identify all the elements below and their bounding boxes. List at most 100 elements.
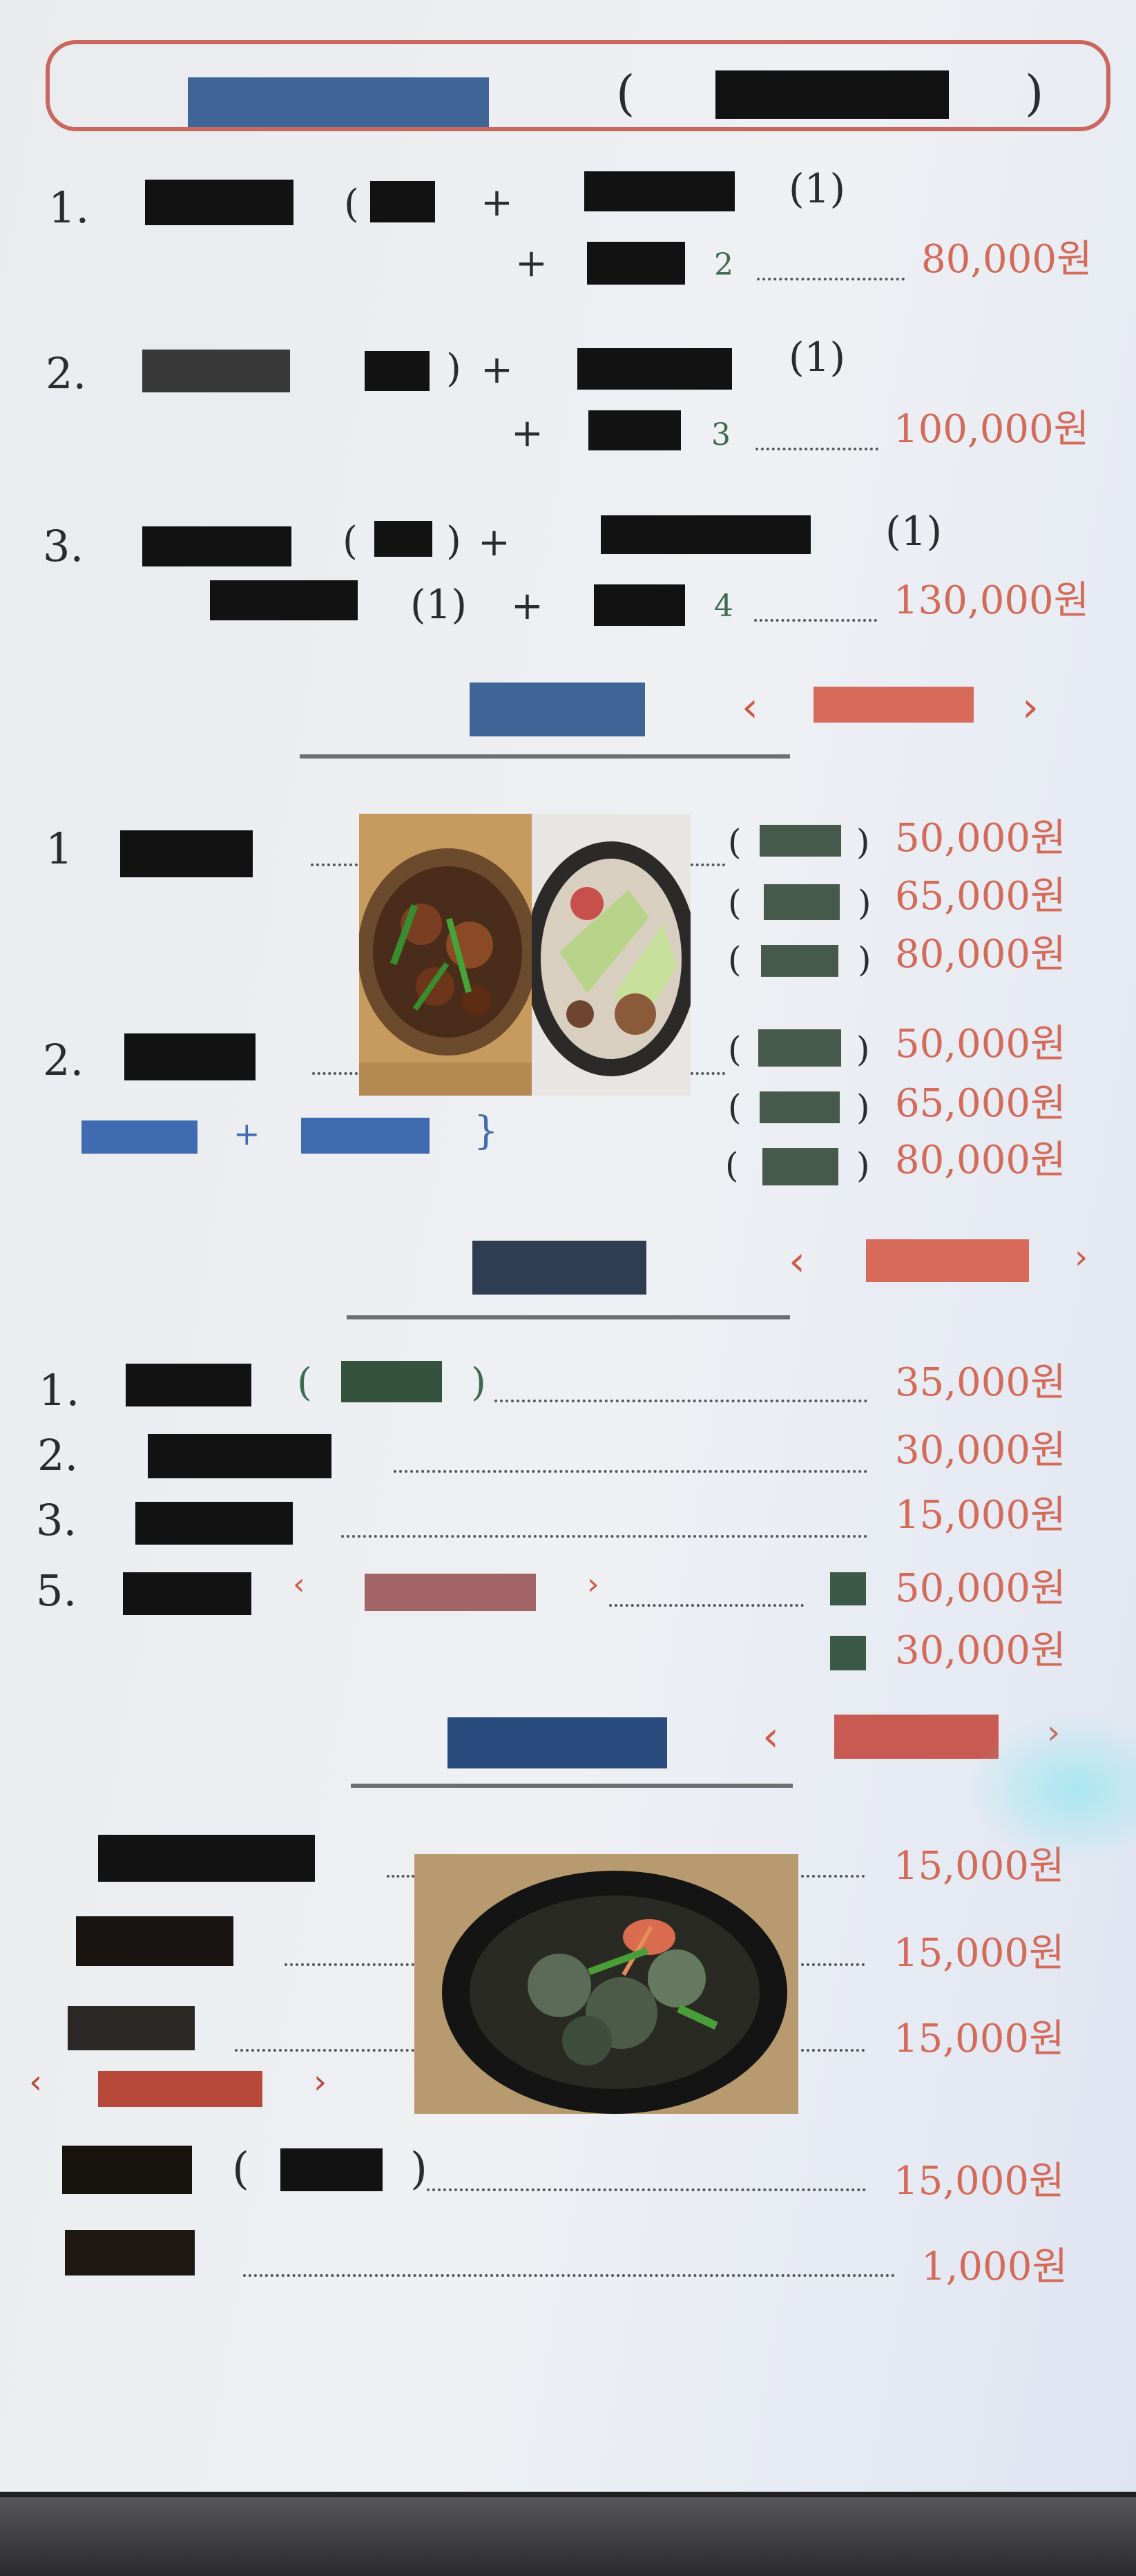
title-paren-close: ): [1025, 65, 1044, 122]
menu-holder-edge: [0, 2492, 1136, 2576]
note-plus: +: [233, 1115, 260, 1152]
leader-dots: [394, 1470, 867, 1473]
paren: (: [344, 182, 359, 227]
section-d-item-price: 15,000원: [894, 1931, 1065, 1976]
size-label: [758, 1029, 841, 1067]
plus-sign: +: [511, 584, 543, 629]
title-paren-open: (: [616, 65, 635, 122]
section-c-item-name: [135, 1502, 293, 1545]
section-d-item-name: [68, 2006, 195, 2050]
paren: ): [858, 883, 872, 923]
section-d-heading: [447, 1717, 667, 1768]
paren: ): [471, 1360, 486, 1405]
section-c-item-note: [365, 1574, 536, 1611]
leader-dots: [243, 2274, 895, 2277]
menu-title-redacted: [188, 77, 489, 127]
set-item-price: 130,000원: [894, 578, 1090, 623]
section-b-item-number: 1: [46, 823, 73, 874]
plus-sign: +: [478, 520, 510, 565]
set-item-name: [142, 526, 291, 566]
set-item-price: 80,000원: [921, 237, 1092, 282]
set-item-addon: [584, 171, 735, 211]
set-item-number: 3.: [43, 521, 84, 571]
paren: ): [410, 2144, 427, 2195]
set-item-side-main: [210, 580, 358, 620]
note-brace: }: [474, 1109, 499, 1154]
set-item-side: [594, 584, 685, 626]
size-label: [764, 884, 840, 920]
chevron-right-icon: ›: [314, 2063, 327, 2101]
leader-dots: [494, 1400, 867, 1402]
section-c-item-price: 50,000원: [895, 1566, 1066, 1611]
paren: ): [856, 1087, 870, 1127]
section-b-note-part: [81, 1120, 198, 1154]
section-c-item-price: 15,000원: [895, 1493, 1066, 1538]
section-d-item-price: 15,000원: [894, 2159, 1065, 2204]
leader-dots: [285, 1963, 414, 1966]
size-label: [761, 945, 838, 977]
chevron-left-icon: ‹: [762, 1712, 779, 1761]
set-item-price: 100,000원: [894, 407, 1090, 452]
chevron-left-icon: ‹: [293, 1567, 305, 1602]
size-label: [760, 825, 841, 857]
addon-count: (1): [789, 334, 846, 381]
size-label: [760, 1091, 840, 1123]
leader-dots: [801, 2049, 865, 2052]
set-item-side: [588, 410, 681, 450]
section-c-item-name: [148, 1434, 331, 1478]
section-c-item-price: 30,000원: [895, 1628, 1066, 1673]
size-marker: [830, 1636, 866, 1670]
section-b-heading: [470, 683, 645, 736]
leader-dots: [311, 864, 358, 866]
set-item-name: [145, 180, 293, 225]
set-item-detail: [374, 521, 432, 557]
size-marker: [830, 1572, 866, 1605]
leader-dots: [801, 1963, 865, 1966]
section-divider: [300, 754, 790, 759]
chevron-right-icon: ›: [1075, 1238, 1088, 1277]
section-c-heading: [472, 1241, 646, 1295]
light-glare: [967, 1713, 1136, 1865]
section-d-item-name: [76, 1916, 233, 1966]
paren: (: [343, 519, 358, 564]
section-c-item-number: 1.: [39, 1365, 80, 1415]
leader-dots: [755, 448, 878, 450]
paren: (: [728, 1087, 742, 1127]
paren: (: [728, 822, 742, 862]
section-d-item-name: [62, 2146, 192, 2194]
section-c-item-number: 5.: [36, 1565, 77, 1616]
leader-dots: [235, 2049, 414, 2052]
section-divider: [347, 1315, 790, 1319]
size-price: 50,000원: [895, 816, 1066, 861]
set-item-side: [587, 242, 685, 285]
paren: ): [856, 1029, 870, 1069]
side-main-count: (1): [410, 581, 468, 628]
set-item-detail: [365, 351, 430, 391]
section-d-item-price: 15,000원: [894, 2016, 1065, 2061]
leader-dots: [341, 1535, 867, 1538]
section-d-item-detail: [280, 2148, 383, 2191]
paren: (: [297, 1360, 312, 1405]
size-price: 65,000원: [895, 1081, 1066, 1126]
title-sub-redacted: [715, 70, 949, 119]
chevron-left-icon: ‹: [789, 1237, 805, 1286]
set-item-number: 2.: [46, 348, 87, 399]
section-b-subheading: [814, 687, 974, 723]
section-d-note: [98, 2071, 262, 2107]
chevron-left-icon: ‹: [29, 2063, 43, 2101]
plus-sign: +: [511, 411, 543, 456]
chevron-left-icon: ‹: [742, 683, 758, 732]
plus-sign: +: [481, 347, 513, 392]
leader-dots: [427, 2188, 866, 2191]
side-count: 4: [714, 589, 733, 624]
size-price: 80,000원: [895, 932, 1066, 977]
paren: ): [856, 822, 870, 862]
chevron-right-icon: ›: [1022, 683, 1039, 732]
size-label: [762, 1148, 838, 1185]
section-c-item-number: 3.: [36, 1495, 77, 1545]
paren: (: [232, 2144, 249, 2195]
leader-dots: [691, 1072, 725, 1075]
chevron-right-icon: ›: [587, 1567, 599, 1602]
set-item-addon: [577, 348, 732, 390]
section-c-subheading: [866, 1239, 1029, 1282]
